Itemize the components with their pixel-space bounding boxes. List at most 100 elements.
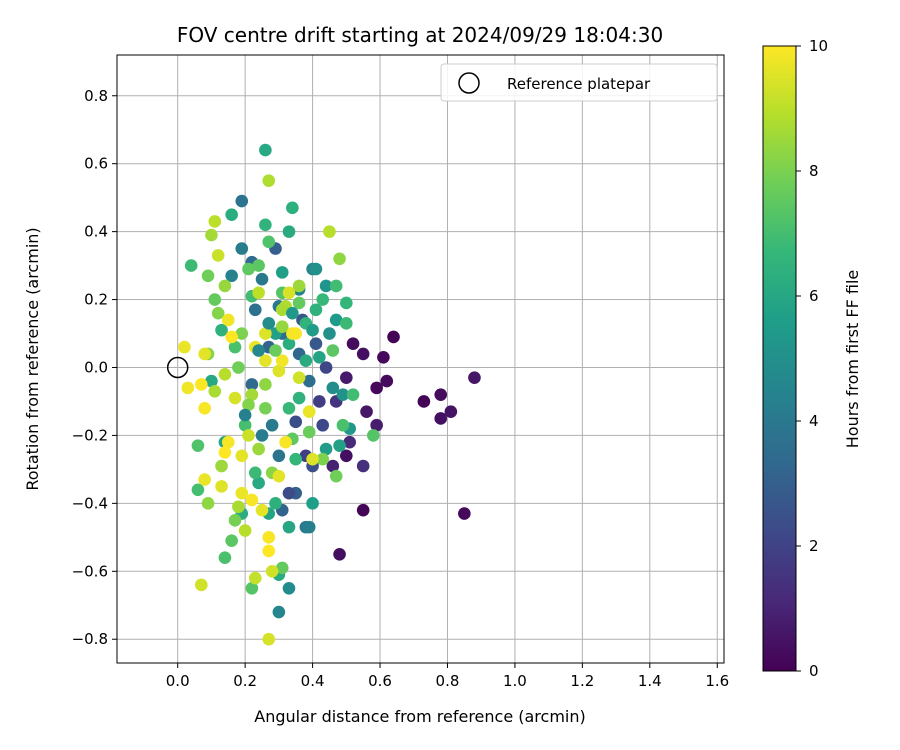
colorbar-gradient xyxy=(762,45,797,672)
data-point xyxy=(286,201,299,215)
data-point xyxy=(225,534,238,548)
data-point xyxy=(221,313,235,327)
data-point xyxy=(323,327,336,340)
data-point xyxy=(360,405,373,418)
data-point xyxy=(292,371,306,384)
data-point xyxy=(370,381,383,395)
data-point xyxy=(313,351,326,364)
colorbar: 0 2 4 6 8 10 Hours from first FF file xyxy=(762,37,862,680)
data-point xyxy=(262,632,276,646)
x-tick-label: 0.6 xyxy=(368,672,392,690)
data-point xyxy=(329,469,343,483)
data-point xyxy=(346,337,360,351)
colorbar-tick-label: 8 xyxy=(809,162,819,180)
data-point xyxy=(417,395,431,408)
data-point xyxy=(272,469,286,483)
data-point xyxy=(225,269,238,283)
data-point xyxy=(302,520,316,534)
x-axis-label: Angular distance from reference (arcmin) xyxy=(254,707,585,726)
data-point xyxy=(333,548,346,561)
data-point xyxy=(269,344,282,357)
data-point xyxy=(208,215,222,228)
data-point xyxy=(228,391,242,405)
data-point xyxy=(319,361,333,374)
data-point xyxy=(248,303,262,317)
data-point xyxy=(235,242,249,255)
data-point xyxy=(329,279,343,293)
colorbar-label: Hours from first FF file xyxy=(843,270,862,449)
data-point xyxy=(255,429,269,442)
data-point xyxy=(191,483,205,497)
data-point xyxy=(289,415,303,429)
data-point xyxy=(235,486,249,500)
data-point xyxy=(238,418,252,432)
data-point xyxy=(201,497,215,510)
data-point xyxy=(252,344,265,357)
data-point xyxy=(302,405,316,418)
data-point xyxy=(302,425,316,439)
grid-lines xyxy=(117,55,724,663)
plot-frame xyxy=(116,54,725,664)
data-point xyxy=(245,493,259,507)
data-point xyxy=(215,459,228,473)
data-point xyxy=(235,327,249,340)
data-point xyxy=(282,225,296,238)
data-point xyxy=(316,293,330,306)
data-point xyxy=(326,381,340,395)
data-point xyxy=(272,449,286,463)
data-point xyxy=(306,497,319,510)
data-point xyxy=(211,249,225,262)
colorbar-tick-label: 10 xyxy=(809,37,828,55)
x-tick-label: 1.6 xyxy=(705,672,729,690)
data-point xyxy=(356,347,370,361)
data-point xyxy=(306,323,319,337)
data-point xyxy=(262,544,276,558)
data-point xyxy=(235,449,249,463)
x-tick-label: 0.8 xyxy=(436,672,460,690)
data-point xyxy=(184,259,198,272)
y-tick-label: 0.8 xyxy=(84,87,108,105)
data-point xyxy=(252,259,265,272)
data-point xyxy=(279,435,292,449)
data-point xyxy=(198,347,211,361)
y-axis-ticks: −0.8 −0.6 −0.4 −0.2 0.0 0.2 0.4 0.6 0.8 xyxy=(72,87,117,648)
data-point xyxy=(275,303,289,317)
data-point xyxy=(191,439,205,452)
colorbar-tick-label: 0 xyxy=(809,662,819,680)
legend-reference-marker xyxy=(458,72,480,94)
data-point xyxy=(215,323,228,337)
data-point xyxy=(218,551,232,565)
colorbar-tick-label: 2 xyxy=(809,537,819,555)
data-point xyxy=(228,514,242,527)
data-point xyxy=(252,286,265,300)
x-tick-label: 1.4 xyxy=(638,672,662,690)
data-point xyxy=(316,452,330,466)
y-tick-label: 0.6 xyxy=(84,155,108,173)
data-point xyxy=(232,361,245,374)
data-point xyxy=(333,252,346,266)
y-tick-label: −0.4 xyxy=(72,494,108,512)
y-tick-label: 0.0 xyxy=(84,358,108,376)
data-point xyxy=(245,581,259,595)
x-axis-ticks: 0.0 0.2 0.4 0.6 0.8 1.0 1.2 1.4 1.6 xyxy=(166,663,729,690)
y-axis-label: Rotation from reference (arcmin) xyxy=(23,227,42,490)
data-point xyxy=(326,344,340,357)
data-point xyxy=(380,374,394,388)
data-point xyxy=(289,327,303,340)
data-point xyxy=(269,497,282,510)
data-point xyxy=(377,351,390,364)
data-point xyxy=(208,384,222,398)
data-point xyxy=(238,408,252,422)
data-point xyxy=(221,435,235,449)
data-point xyxy=(340,296,353,310)
legend: Reference platepar xyxy=(440,63,718,102)
data-point xyxy=(259,401,272,415)
data-point xyxy=(309,337,323,351)
data-point xyxy=(205,228,218,242)
data-point xyxy=(343,435,356,449)
data-point xyxy=(316,418,330,432)
data-point xyxy=(282,286,296,300)
data-point xyxy=(238,524,252,537)
data-point xyxy=(282,486,296,500)
data-point xyxy=(326,459,340,473)
